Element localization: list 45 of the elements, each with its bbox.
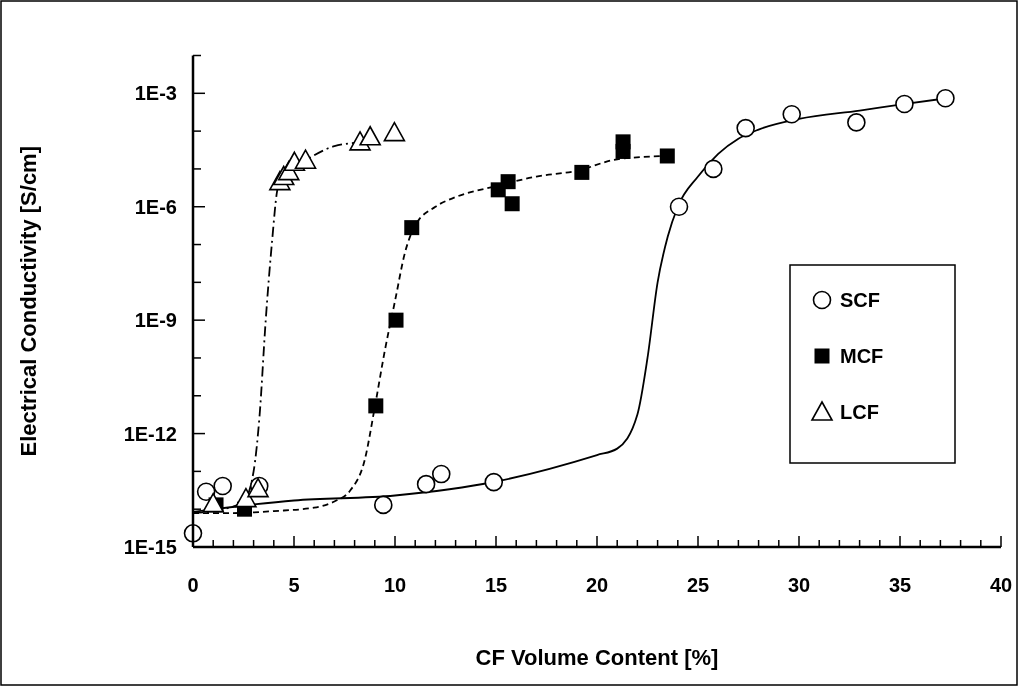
point: [574, 164, 590, 180]
point: [615, 143, 631, 159]
y-tick-label: 1E-9: [134, 309, 177, 332]
x-tick-label: 40: [989, 574, 1013, 596]
x-tick-label: 10: [383, 574, 407, 596]
point: [659, 148, 675, 164]
point: [431, 464, 451, 484]
point: [196, 482, 216, 502]
y-axis-title: Electrical Conductivity [S/cm]: [16, 145, 41, 457]
x-tick-label: 35: [888, 574, 912, 596]
legend-label: SCF: [840, 289, 880, 311]
legend-label: LCF: [840, 401, 879, 423]
legend-label: MCF: [840, 345, 884, 367]
point: [368, 398, 384, 414]
point: [847, 113, 866, 132]
point: [504, 196, 520, 212]
y-tick-label: 1E-12: [123, 422, 177, 445]
y-tick-label: 1E-3: [134, 82, 177, 105]
x-tick-label: 15: [484, 574, 508, 596]
point: [669, 197, 689, 217]
y-tick-label: 1E-15: [123, 536, 177, 558]
point: [388, 312, 404, 328]
point: [736, 118, 755, 138]
point: [235, 487, 257, 508]
point: [404, 220, 420, 236]
point: [359, 125, 381, 146]
point: [484, 472, 504, 492]
point: [373, 495, 393, 515]
x-tick-label: 30: [787, 574, 811, 596]
x-tick-label: 25: [686, 574, 710, 596]
x-tick-label: 20: [585, 574, 609, 596]
x-tick-label: 0: [187, 574, 199, 596]
point: [202, 492, 224, 513]
point: [213, 476, 232, 496]
point: [500, 174, 516, 190]
point: [416, 474, 436, 494]
point: [704, 159, 723, 179]
point: [294, 149, 317, 170]
x-axis-title: CF Volume Content [%]: [475, 645, 719, 670]
point: [936, 88, 955, 108]
x-tick-label: 5: [288, 574, 300, 596]
point: [383, 121, 406, 142]
y-tick-label: 1E-6: [134, 195, 177, 218]
point: [895, 94, 914, 114]
point: [782, 104, 802, 124]
